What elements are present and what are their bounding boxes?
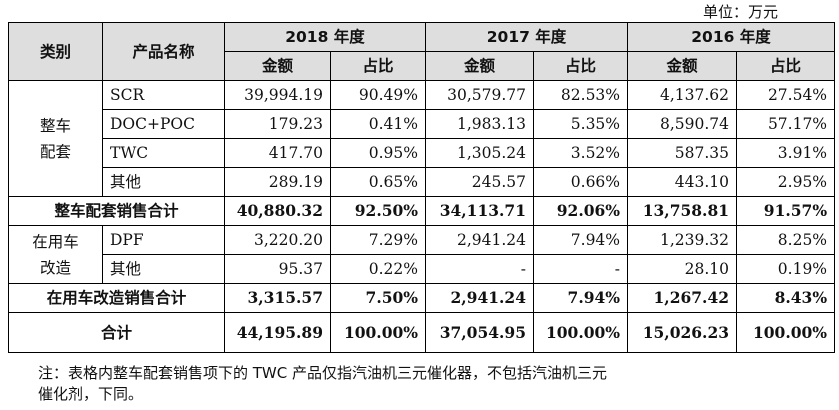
table-row: TWC 417.70 0.95% 1,305.24 3.52% 587.35 3.91% bbox=[9, 138, 836, 168]
ratio-cell: 3.52% bbox=[533, 138, 629, 168]
category-cell: 整车 配套 bbox=[8, 80, 103, 197]
amount-cell: 44,195.89 bbox=[224, 312, 331, 353]
product-name: TWC bbox=[102, 138, 225, 168]
ratio-cell: 7.29% bbox=[329, 225, 427, 255]
amount-cell: 245.57 bbox=[425, 167, 535, 197]
subtotal-label: 在用车改造销售合计 bbox=[8, 283, 225, 313]
amount-cell: 39,994.19 bbox=[224, 80, 331, 110]
amount-cell: 40,880.32 bbox=[224, 196, 331, 226]
ratio-cell: 82.53% bbox=[533, 80, 629, 110]
ratio-cell: 8.43% bbox=[736, 283, 836, 313]
table-row: 其他 289.19 0.65% 245.57 0.66% 443.10 2.95% bbox=[9, 167, 836, 197]
ratio-cell: 0.65% bbox=[329, 167, 427, 197]
ratio-cell: 7.94% bbox=[533, 283, 629, 313]
ratio-cell: 7.94% bbox=[533, 225, 629, 255]
total-row: 合计 44,195.89 100.00% 37,054.95 100.00% 15,026… bbox=[8, 312, 836, 353]
amount-cell: 443.10 bbox=[627, 167, 738, 197]
amount-cell: 1,239.32 bbox=[627, 225, 738, 255]
amount-cell: 587.35 bbox=[627, 138, 738, 168]
header-year: 2018 年度 bbox=[223, 22, 427, 52]
subtotal-row: 在用车改造销售合计 3,315.57 7.50% 2,941.24 7.94% 1,267… bbox=[8, 283, 836, 313]
total-label: 合计 bbox=[8, 312, 225, 353]
table-row: 其他 95.37 0.22% - -28.10 0.19% bbox=[9, 254, 836, 284]
header-row-metrics: 金额 占比 金额 占比 金额 占比 bbox=[9, 51, 836, 81]
amount-cell: 30,579.77 bbox=[425, 80, 535, 110]
header-amount: 金额 bbox=[425, 51, 535, 81]
table-row: DOC+POC 179.23 0.41% 1,983.13 5.35% 8,590.74 5… bbox=[9, 109, 836, 139]
ratio-cell: 57.17% bbox=[736, 109, 836, 139]
amount-cell: 4,137.62 bbox=[627, 80, 738, 110]
header-year: 2017 年度 bbox=[425, 22, 629, 52]
amount-cell: 8,590.74 bbox=[627, 109, 738, 139]
header-ratio: 占比 bbox=[736, 51, 836, 81]
ratio-cell: 0.66% bbox=[533, 167, 629, 197]
amount-cell: - bbox=[425, 254, 535, 284]
ratio-cell: 27.54% bbox=[736, 80, 836, 110]
ratio-cell: 91.57% bbox=[736, 196, 836, 226]
amount-cell: 2,941.24 bbox=[425, 283, 535, 313]
ratio-cell: 100.00% bbox=[533, 312, 629, 353]
ratio-cell: 0.95% bbox=[329, 138, 427, 168]
header-year: 2016 年度 bbox=[627, 22, 836, 52]
ratio-cell: 90.49% bbox=[329, 80, 427, 110]
subtotal-row: 整车配套销售合计 40,880.32 92.50% 34,113.71 92.06% 13… bbox=[8, 196, 836, 226]
header-row-years: 类别 产品名称 2018 年度 2017 年度 2016 年度 bbox=[8, 22, 836, 81]
amount-cell: 1,267.42 bbox=[627, 283, 738, 313]
footnote: 注：表格内整车配套销售项下的 TWC 产品仅指汽油机三元催化器，不包括汽油机三元… bbox=[38, 363, 818, 405]
ratio-cell: 92.06% bbox=[533, 196, 629, 226]
amount-cell: 15,026.23 bbox=[627, 312, 738, 353]
ratio-cell: 5.35% bbox=[533, 109, 629, 139]
amount-cell: 2,941.24 bbox=[425, 225, 535, 255]
amount-cell: 13,758.81 bbox=[627, 196, 738, 226]
amount-cell: 179.23 bbox=[224, 109, 331, 139]
amount-cell: 34,113.71 bbox=[425, 196, 535, 226]
header-category: 类别 bbox=[8, 22, 103, 81]
ratio-cell: 100.00% bbox=[329, 312, 427, 353]
amount-cell: 3,220.20 bbox=[224, 225, 331, 255]
product-name: 其他 bbox=[102, 254, 225, 284]
ratio-cell: 0.19% bbox=[736, 254, 836, 284]
ratio-cell: 8.25% bbox=[736, 225, 836, 255]
ratio-cell: - bbox=[533, 254, 629, 284]
amount-cell: 95.37 bbox=[224, 254, 331, 284]
header-product: 产品名称 bbox=[102, 22, 225, 81]
header-ratio: 占比 bbox=[533, 51, 629, 81]
product-name: DPF bbox=[102, 225, 225, 255]
amount-cell: 28.10 bbox=[627, 254, 738, 284]
ratio-cell: 100.00% bbox=[736, 312, 836, 353]
ratio-cell: 0.22% bbox=[329, 254, 427, 284]
amount-cell: 1,305.24 bbox=[425, 138, 535, 168]
sales-table: 类别 产品名称 2018 年度 2017 年度 2016 年度 金额 占比 金额 占比 金额 占比整… bbox=[8, 22, 836, 353]
ratio-cell: 0.41% bbox=[329, 109, 427, 139]
product-name: SCR bbox=[102, 80, 225, 110]
header-amount: 金额 bbox=[627, 51, 738, 81]
unit-label: 单位：万元 bbox=[702, 3, 778, 21]
header-amount: 金额 bbox=[224, 51, 331, 81]
ratio-cell: 92.50% bbox=[329, 196, 427, 226]
category-cell: 在用车 改造 bbox=[8, 225, 103, 284]
footnote-line-2: 催化剂，下同。 bbox=[38, 385, 144, 403]
amount-cell: 1,983.13 bbox=[425, 109, 535, 139]
subtotal-label: 整车配套销售合计 bbox=[8, 196, 225, 226]
ratio-cell: 7.50% bbox=[329, 283, 427, 313]
amount-cell: 3,315.57 bbox=[224, 283, 331, 313]
table-body: 类别 产品名称 2018 年度 2017 年度 2016 年度 金额 占比 金额 占比 金额 占比整… bbox=[8, 22, 836, 353]
header-ratio: 占比 bbox=[329, 51, 427, 81]
amount-cell: 289.19 bbox=[224, 167, 331, 197]
product-name: DOC+POC bbox=[102, 109, 225, 139]
amount-cell: 37,054.95 bbox=[425, 312, 535, 353]
product-name: 其他 bbox=[102, 167, 225, 197]
ratio-cell: 3.91% bbox=[736, 138, 836, 168]
table-row: 在用车 改造 DPF 3,220.20 7.29% 2,941.24 7.94% 1,239.… bbox=[8, 225, 836, 284]
table-row: 整车 配套 SCR 39,994.19 90.49% 30,579.77 82.53% 4,1… bbox=[8, 80, 836, 197]
footnote-line-1: 注：表格内整车配套销售项下的 TWC 产品仅指汽油机三元催化器，不包括汽油机三元 bbox=[38, 364, 608, 382]
ratio-cell: 2.95% bbox=[736, 167, 836, 197]
amount-cell: 417.70 bbox=[224, 138, 331, 168]
